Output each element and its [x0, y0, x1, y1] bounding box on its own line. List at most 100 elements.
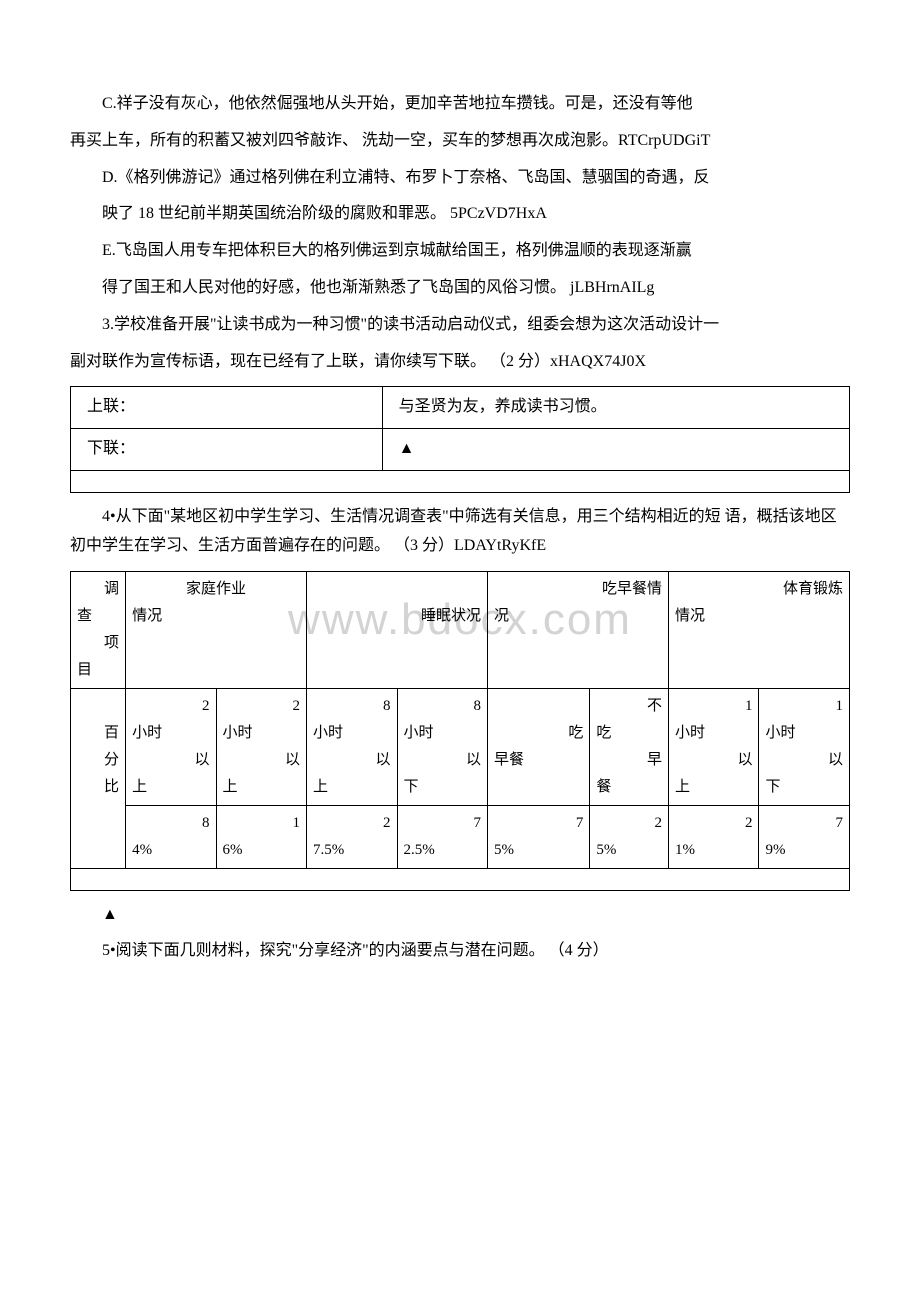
cell-text: 以	[313, 747, 390, 774]
cell-value: 1	[223, 810, 300, 837]
cell-text: 小时	[313, 720, 390, 747]
cell-text: 早	[596, 747, 662, 774]
label-text: 百	[77, 720, 119, 747]
cell-text: 上	[313, 774, 390, 801]
survey-header-exercise: 体育锻炼 情况	[668, 571, 849, 688]
upper-couplet-text: 与圣贤为友，养成读书习惯。	[382, 387, 849, 429]
lower-couplet-answer: ▲	[382, 429, 849, 471]
cell-sleep-b-val: 7 2.5%	[397, 805, 487, 868]
paragraph-e-cont: 得了国王和人民对他的好感，他也渐渐熟悉了飞岛国的风俗习惯。 jLBHrnAILg	[70, 274, 850, 303]
cell-value: 7	[494, 810, 583, 837]
cell-text: 吃	[494, 720, 583, 747]
cell-bf-b: 不 吃 早 餐	[590, 688, 669, 805]
cell-value: 2	[313, 810, 390, 837]
cell-text: 2	[132, 693, 209, 720]
table-row: 上联： 与圣贤为友，养成读书习惯。	[71, 387, 850, 429]
cell-value: 7.5%	[313, 837, 390, 864]
cell-text: 以	[223, 747, 300, 774]
survey-header-item: 调 查 项 目	[71, 571, 126, 688]
cell-text: 小时	[223, 720, 300, 747]
cell-text: 上	[675, 774, 752, 801]
cell-bf-a-val: 7 5%	[488, 805, 590, 868]
cell-ex-a: 1 小时 以 上	[668, 688, 758, 805]
cell-text: 早餐	[494, 747, 583, 774]
upper-couplet-label: 上联：	[71, 387, 383, 429]
cell-text: 餐	[596, 774, 662, 801]
cell-bf-a: 吃 早餐	[488, 688, 590, 805]
cell-text: 2	[223, 693, 300, 720]
header-text: 睡眠状况	[313, 603, 481, 630]
label-text: 分	[77, 747, 119, 774]
cell-hw-b: 2 小时 以 上	[216, 688, 306, 805]
cell-hw-a: 2 小时 以 上	[126, 688, 216, 805]
cell-bf-b-val: 2 5%	[590, 805, 669, 868]
empty-cell	[71, 868, 850, 890]
cell-text: 以	[404, 747, 481, 774]
cell-text: 1	[675, 693, 752, 720]
cell-text: 小时	[132, 720, 209, 747]
cell-text: 以	[765, 747, 843, 774]
cell-text: 以	[132, 747, 209, 774]
cell-value: 8	[132, 810, 209, 837]
cell-ex-b: 1 小时 以 下	[759, 688, 850, 805]
empty-cell	[71, 470, 850, 492]
cell-text: 1	[765, 693, 843, 720]
paragraph-q4: 4•从下面"某地区初中学生学习、生活情况调查表"中筛选有关信息，用三个结构相近的…	[70, 503, 850, 561]
header-text: 体育锻炼	[675, 576, 843, 603]
cell-value: 2	[675, 810, 752, 837]
table-row: 下联： ▲	[71, 429, 850, 471]
header-text: 情况	[675, 603, 843, 630]
table-row: 调 查 项 目 家庭作业 情况 睡眠状况 吃早餐情 况 体育锻炼 情况	[71, 571, 850, 688]
survey-header-breakfast: 吃早餐情 况	[488, 571, 669, 688]
cell-text: 下	[404, 774, 481, 801]
survey-row-label: 百 分 比	[71, 688, 126, 868]
cell-value: 7	[404, 810, 481, 837]
cell-text: 小时	[404, 720, 481, 747]
table-row: 百 分 比 2 小时 以 上 2 小时 以 上 8 小时 以 上	[71, 688, 850, 805]
cell-sleep-a-val: 2 7.5%	[307, 805, 397, 868]
table-row	[71, 470, 850, 492]
header-text: 项	[77, 630, 119, 657]
cell-text: 8	[313, 693, 390, 720]
cell-text: 小时	[675, 720, 752, 747]
table-row	[71, 868, 850, 890]
header-text: 目	[77, 657, 119, 684]
cell-ex-b-val: 7 9%	[759, 805, 850, 868]
header-text: 况	[494, 603, 662, 630]
cell-hw-b-val: 1 6%	[216, 805, 306, 868]
cell-text: 吃	[596, 720, 662, 747]
cell-value: 2	[596, 810, 662, 837]
paragraph-c: C.祥子没有灰心，他依然倔强地从头开始，更加辛苦地拉车攒钱。可是，还没有等他	[70, 90, 850, 119]
cell-value: 9%	[765, 837, 843, 864]
header-text: 吃早餐情	[494, 576, 662, 603]
answer-placeholder-icon: ▲	[399, 435, 415, 464]
cell-ex-a-val: 2 1%	[668, 805, 758, 868]
paragraph-d: D.《格列佛游记》通过格列佛在利立浦特、布罗卜丁奈格、飞岛国、慧骃国的奇遇，反	[70, 164, 850, 193]
cell-value: 2.5%	[404, 837, 481, 864]
header-text: 查	[77, 603, 119, 630]
label-text: 比	[77, 774, 119, 801]
survey-table: 调 查 项 目 家庭作业 情况 睡眠状况 吃早餐情 况 体育锻炼 情况	[70, 571, 850, 891]
cell-value: 6%	[223, 837, 300, 864]
header-text: 家庭作业	[132, 576, 300, 603]
cell-text: 上	[132, 774, 209, 801]
paragraph-q5: 5•阅读下面几则材料，探究"分享经济"的内涵要点与潜在问题。 （4 分）	[70, 937, 850, 966]
header-text: 调	[77, 576, 119, 603]
cell-value: 1%	[675, 837, 752, 864]
survey-header-homework: 家庭作业 情况	[126, 571, 307, 688]
cell-text: 以	[675, 747, 752, 774]
paragraph-q3-cont: 副对联作为宣传标语，现在已经有了上联，请你续写下联。 （2 分）xHAQX74J…	[70, 348, 850, 377]
cell-value: 5%	[494, 837, 583, 864]
cell-sleep-a: 8 小时 以 上	[307, 688, 397, 805]
cell-hw-a-val: 8 4%	[126, 805, 216, 868]
cell-text: 不	[596, 693, 662, 720]
table-row: 8 4% 1 6% 2 7.5% 7 2.5% 7 5% 2 5%	[71, 805, 850, 868]
cell-text: 小时	[765, 720, 843, 747]
paragraph-d-cont: 映了 18 世纪前半期英国统治阶级的腐败和罪恶。 5PCzVD7HxA	[70, 200, 850, 229]
paragraph-e: E.飞岛国人用专车把体积巨大的格列佛运到京城献给国王，格列佛温顺的表现逐渐赢	[70, 237, 850, 266]
cell-text: 上	[223, 774, 300, 801]
cell-text: 下	[765, 774, 843, 801]
cell-sleep-b: 8 小时 以 下	[397, 688, 487, 805]
document-content: C.祥子没有灰心，他依然倔强地从头开始，更加辛苦地拉车攒钱。可是，还没有等他 再…	[70, 90, 850, 966]
couplet-table: 上联： 与圣贤为友，养成读书习惯。 下联： ▲	[70, 386, 850, 493]
